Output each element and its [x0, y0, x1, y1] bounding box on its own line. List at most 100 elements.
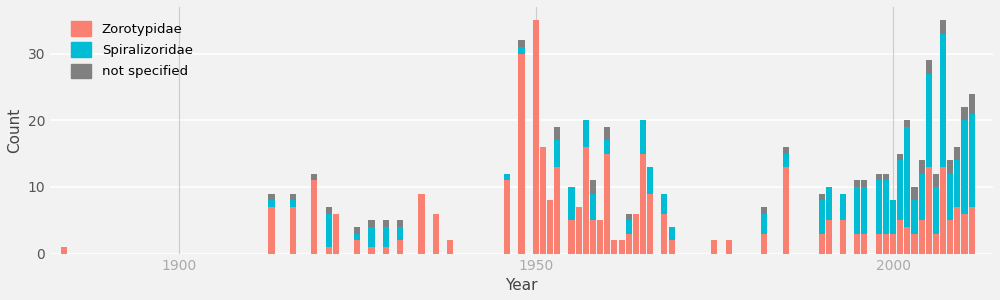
Bar [604, 127, 610, 140]
Bar [418, 194, 425, 254]
Bar [819, 234, 825, 254]
Bar [940, 34, 946, 167]
Bar [354, 240, 360, 254]
Bar [919, 220, 925, 254]
Bar [897, 160, 903, 220]
Bar [854, 187, 860, 234]
Bar [947, 160, 953, 174]
Bar [876, 234, 882, 254]
Bar [926, 60, 932, 74]
Bar [326, 247, 332, 253]
Bar [933, 234, 939, 254]
Legend: Zorotypidae, Spiralizoridae, not specified: Zorotypidae, Spiralizoridae, not specifi… [66, 16, 198, 84]
Bar [368, 220, 375, 227]
Bar [661, 194, 667, 214]
Bar [669, 240, 675, 254]
Bar [661, 214, 667, 254]
Bar [504, 174, 510, 180]
Bar [876, 174, 882, 180]
Bar [876, 180, 882, 234]
Bar [861, 180, 867, 187]
Bar [583, 147, 589, 254]
Bar [504, 180, 510, 254]
Bar [326, 214, 332, 247]
Bar [397, 240, 403, 254]
Bar [540, 147, 546, 254]
Bar [911, 234, 918, 254]
Bar [904, 127, 910, 227]
Bar [954, 160, 960, 207]
X-axis label: Year: Year [505, 278, 538, 293]
Bar [590, 220, 596, 254]
Bar [954, 147, 960, 160]
Bar [911, 200, 918, 234]
Bar [290, 200, 296, 207]
Bar [554, 127, 560, 140]
Bar [840, 220, 846, 254]
Bar [854, 234, 860, 254]
Bar [354, 227, 360, 234]
Bar [397, 227, 403, 240]
Bar [268, 200, 275, 207]
Bar [383, 227, 389, 247]
Bar [969, 114, 975, 207]
Bar [61, 247, 67, 253]
Bar [583, 120, 589, 147]
Bar [383, 247, 389, 253]
Bar [726, 240, 732, 254]
Bar [626, 220, 632, 234]
Bar [290, 194, 296, 200]
Bar [890, 200, 896, 234]
Bar [783, 167, 789, 254]
Bar [576, 207, 582, 253]
Bar [826, 187, 832, 220]
Bar [518, 54, 525, 253]
Bar [533, 20, 539, 253]
Bar [611, 240, 617, 254]
Bar [311, 174, 317, 180]
Bar [954, 207, 960, 253]
Bar [761, 207, 767, 214]
Bar [647, 194, 653, 254]
Bar [311, 180, 317, 254]
Bar [268, 194, 275, 200]
Bar [940, 167, 946, 254]
Bar [911, 187, 918, 200]
Bar [783, 147, 789, 154]
Bar [397, 220, 403, 227]
Bar [568, 220, 575, 254]
Bar [919, 160, 925, 174]
Bar [326, 207, 332, 214]
Bar [633, 214, 639, 254]
Bar [933, 187, 939, 234]
Bar [626, 234, 632, 254]
Bar [554, 140, 560, 167]
Bar [961, 120, 968, 214]
Bar [897, 220, 903, 254]
Bar [919, 174, 925, 220]
Bar [854, 180, 860, 187]
Bar [669, 227, 675, 240]
Bar [604, 140, 610, 154]
Bar [547, 200, 553, 254]
Bar [861, 187, 867, 234]
Bar [961, 214, 968, 254]
Bar [597, 220, 603, 254]
Bar [961, 107, 968, 120]
Bar [554, 167, 560, 254]
Bar [268, 207, 275, 253]
Bar [940, 20, 946, 34]
Bar [897, 154, 903, 160]
Bar [619, 240, 625, 254]
Bar [290, 207, 296, 253]
Bar [947, 174, 953, 220]
Bar [640, 154, 646, 254]
Bar [861, 234, 867, 254]
Bar [568, 187, 575, 220]
Bar [761, 214, 767, 234]
Bar [883, 180, 889, 234]
Bar [840, 194, 846, 220]
Bar [590, 180, 596, 194]
Bar [926, 74, 932, 167]
Bar [640, 120, 646, 154]
